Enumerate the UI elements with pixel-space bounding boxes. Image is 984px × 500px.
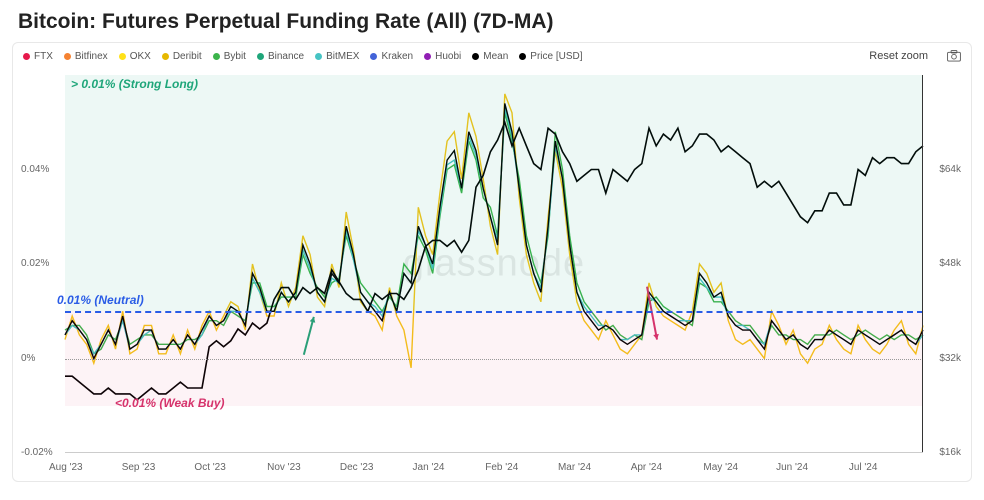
x-tick: Jun '24 [776, 462, 808, 473]
legend-label: OKX [130, 51, 151, 62]
legend-label: Bybit [224, 51, 246, 62]
x-tick: Apr '24 [631, 462, 662, 473]
legend-item[interactable]: Deribit [162, 51, 202, 62]
legend-label: Kraken [381, 51, 413, 62]
legend-label: FTX [34, 51, 53, 62]
legend-label: Price [USD] [530, 51, 582, 62]
x-tick: May '24 [703, 462, 738, 473]
x-tick: Aug '23 [49, 462, 83, 473]
legend-item[interactable]: Mean [472, 51, 508, 62]
legend-label: Deribit [173, 51, 202, 62]
y-left-tick: 0.04% [21, 164, 49, 175]
legend-dot [162, 53, 169, 60]
x-tick: Dec '23 [340, 462, 374, 473]
y-right-tick: $48k [939, 258, 961, 269]
chart-card: FTX Bitfinex OKX Deribit Bybit Binance BitMEX K… [12, 42, 972, 482]
neutral-line [65, 311, 923, 313]
legend-item[interactable]: Bybit [213, 51, 246, 62]
plot-area[interactable]: glassnode > 0.01% (Strong Long)0.01% (Ne… [65, 75, 923, 453]
y-left-tick: 0.02% [21, 258, 49, 269]
x-tick: Nov '23 [267, 462, 301, 473]
legend-row: FTX Bitfinex OKX Deribit Bybit Binance BitMEX K… [13, 43, 971, 70]
band-label: 0.01% (Neutral) [57, 293, 144, 307]
y-left-tick: 0% [21, 353, 35, 364]
legend-label: BitMEX [326, 51, 359, 62]
legend-item[interactable]: Huobi [424, 51, 461, 62]
x-tick: Sep '23 [122, 462, 156, 473]
zero-line [65, 359, 923, 360]
legend-label: Bitfinex [75, 51, 108, 62]
legend-dot [23, 53, 30, 60]
legend-label: Huobi [435, 51, 461, 62]
legend-dot [257, 53, 264, 60]
band-label: > 0.01% (Strong Long) [71, 77, 198, 91]
legend-item[interactable]: Binance [257, 51, 304, 62]
band-label: <0.01% (Weak Buy) [115, 396, 225, 410]
y-right-tick: $64k [939, 164, 961, 175]
legend-item[interactable]: Kraken [370, 51, 413, 62]
x-tick: Mar '24 [558, 462, 591, 473]
legend-label: Mean [483, 51, 508, 62]
x-tick: Jul '24 [849, 462, 878, 473]
strong-long-zone [65, 75, 923, 311]
x-tick: Jan '24 [413, 462, 445, 473]
legend-dot [64, 53, 71, 60]
x-axis-line [65, 452, 923, 453]
legend-dot [315, 53, 322, 60]
y-left-tick: -0.02% [21, 447, 53, 458]
legend-dot [119, 53, 126, 60]
legend-dot [424, 53, 431, 60]
legend-item[interactable]: Bitfinex [64, 51, 108, 62]
legend-item[interactable]: OKX [119, 51, 151, 62]
right-axis-line [922, 75, 923, 453]
legend-dot [519, 53, 526, 60]
legend-item[interactable]: BitMEX [315, 51, 359, 62]
camera-icon[interactable] [947, 50, 961, 62]
y-right-tick: $16k [939, 447, 961, 458]
x-tick: Oct '23 [194, 462, 225, 473]
legend-dot [213, 53, 220, 60]
legend-dot [370, 53, 377, 60]
y-right-tick: $32k [939, 353, 961, 364]
legend-item[interactable]: FTX [23, 51, 53, 62]
x-tick: Feb '24 [485, 462, 518, 473]
reset-zoom-button[interactable]: Reset zoom [869, 50, 928, 62]
legend-label: Binance [268, 51, 304, 62]
page-title: Bitcoin: Futures Perpetual Funding Rate … [0, 0, 984, 42]
legend-dot [472, 53, 479, 60]
legend-item[interactable]: Price [USD] [519, 51, 582, 62]
